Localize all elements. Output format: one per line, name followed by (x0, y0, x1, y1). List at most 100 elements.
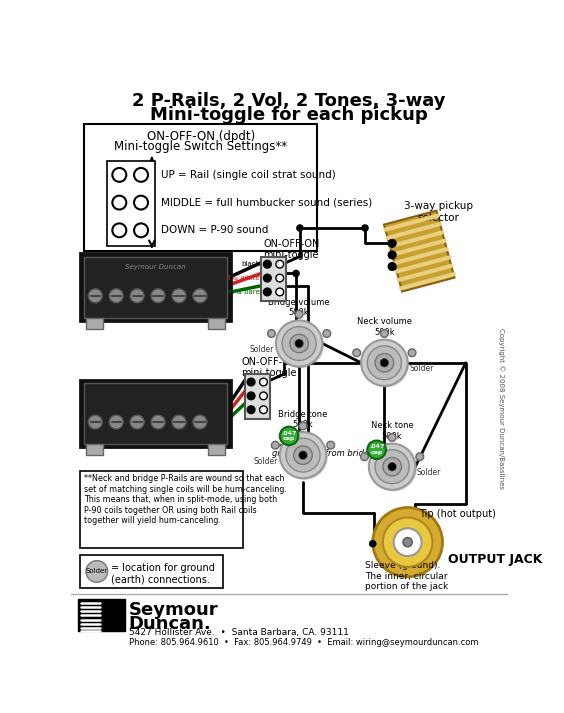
Text: .047
cap: .047 cap (369, 444, 384, 455)
Circle shape (276, 260, 284, 268)
Bar (83, 383, 227, 444)
Circle shape (360, 453, 368, 461)
Circle shape (276, 288, 284, 296)
Circle shape (109, 415, 123, 429)
Circle shape (375, 450, 409, 483)
Circle shape (369, 540, 376, 547)
Bar (208, 444, 224, 455)
Circle shape (89, 415, 102, 429)
Circle shape (293, 270, 299, 277)
Circle shape (247, 406, 255, 414)
Text: black: black (241, 261, 259, 267)
Circle shape (112, 195, 126, 210)
Circle shape (134, 223, 148, 237)
Bar (80, 555, 223, 588)
Circle shape (300, 452, 306, 458)
Circle shape (276, 320, 323, 366)
Circle shape (403, 538, 412, 547)
Circle shape (295, 310, 303, 318)
Circle shape (327, 441, 334, 449)
Circle shape (109, 289, 123, 303)
Text: Seymour Duncan: Seymour Duncan (125, 265, 186, 270)
Text: Tip (hot output): Tip (hot output) (419, 509, 496, 519)
Text: ground wire from bridge: ground wire from bridge (272, 449, 374, 458)
Circle shape (130, 289, 144, 303)
Circle shape (263, 288, 271, 296)
Circle shape (282, 327, 316, 361)
Text: Bridge volume
500k: Bridge volume 500k (268, 298, 330, 317)
Circle shape (271, 441, 279, 449)
Text: OUTPUT JACK: OUTPUT JACK (448, 553, 543, 565)
Circle shape (130, 415, 144, 429)
Bar (86, 444, 103, 455)
Bar (80, 253, 231, 321)
Text: ON-OFF-ON
mini-toggle: ON-OFF-ON mini-toggle (263, 239, 320, 260)
Text: 3-way pickup
selector: 3-way pickup selector (404, 201, 473, 222)
Circle shape (362, 225, 368, 231)
Text: Phone: 805.964.9610  •  Fax: 805.964.9749  •  Email: wiring@seymourduncan.com: Phone: 805.964.9610 • Fax: 805.964.9749 … (129, 637, 478, 647)
Text: 2 P-Rails, 2 Vol, 2 Tones, 3-way: 2 P-Rails, 2 Vol, 2 Tones, 3-way (133, 92, 446, 110)
Circle shape (151, 415, 165, 429)
Circle shape (361, 339, 408, 386)
Circle shape (296, 340, 302, 347)
Text: green & bare: green & bare (214, 289, 259, 295)
Circle shape (373, 508, 443, 577)
Bar (86, 318, 103, 329)
Circle shape (277, 322, 324, 368)
Circle shape (86, 560, 108, 583)
Circle shape (388, 251, 396, 259)
Circle shape (172, 415, 186, 429)
Circle shape (280, 432, 326, 478)
Text: Solder: Solder (254, 457, 278, 466)
Polygon shape (384, 210, 455, 292)
Circle shape (193, 415, 207, 429)
Circle shape (89, 289, 102, 303)
Text: Copyright © 2008 Seymour Duncan/Basslines: Copyright © 2008 Seymour Duncan/Bassline… (498, 329, 505, 489)
Circle shape (363, 342, 409, 387)
Text: Mini-toggle for each pickup: Mini-toggle for each pickup (150, 106, 428, 123)
Text: Solder: Solder (409, 364, 434, 374)
Circle shape (367, 346, 402, 380)
Circle shape (134, 195, 148, 210)
Text: UP = Rail (single coil strat sound): UP = Rail (single coil strat sound) (161, 170, 336, 180)
Circle shape (259, 378, 267, 386)
Bar (78, 599, 125, 632)
Circle shape (299, 451, 307, 459)
Circle shape (383, 458, 402, 476)
Circle shape (375, 354, 394, 372)
Circle shape (281, 434, 328, 480)
Circle shape (263, 260, 271, 268)
Text: 5427 Hollister Ave.  •  Santa Barbara, CA. 93111: 5427 Hollister Ave. • Santa Barbara, CA.… (129, 628, 349, 637)
Bar (83, 257, 227, 318)
Circle shape (388, 240, 396, 247)
Circle shape (416, 453, 424, 461)
Text: Solder: Solder (417, 468, 441, 478)
Circle shape (371, 445, 417, 491)
Circle shape (389, 463, 395, 470)
Circle shape (112, 168, 126, 182)
Circle shape (247, 378, 255, 386)
Circle shape (286, 438, 320, 472)
Bar (80, 380, 231, 448)
Bar (107, 161, 155, 246)
Bar (80, 471, 243, 548)
Circle shape (247, 392, 255, 400)
Circle shape (299, 422, 307, 430)
Circle shape (267, 329, 275, 337)
Circle shape (134, 168, 148, 182)
Circle shape (381, 359, 387, 366)
Text: Solder: Solder (86, 568, 108, 575)
Circle shape (388, 262, 396, 270)
Text: Duncan.: Duncan. (129, 615, 212, 632)
Text: Bridge tone
500k: Bridge tone 500k (278, 409, 328, 429)
Text: = location for ground
(earth) connections.: = location for ground (earth) connection… (111, 563, 215, 585)
Text: ON-OFF-ON
mini-toggle: ON-OFF-ON mini-toggle (241, 356, 297, 378)
Circle shape (259, 392, 267, 400)
Text: DOWN = P-90 sound: DOWN = P-90 sound (161, 225, 268, 235)
Circle shape (172, 289, 186, 303)
Text: Neck tone
500k: Neck tone 500k (371, 421, 413, 441)
Circle shape (193, 289, 207, 303)
Text: Neck volume
500k: Neck volume 500k (357, 317, 412, 337)
Circle shape (388, 463, 396, 471)
Circle shape (381, 329, 388, 337)
